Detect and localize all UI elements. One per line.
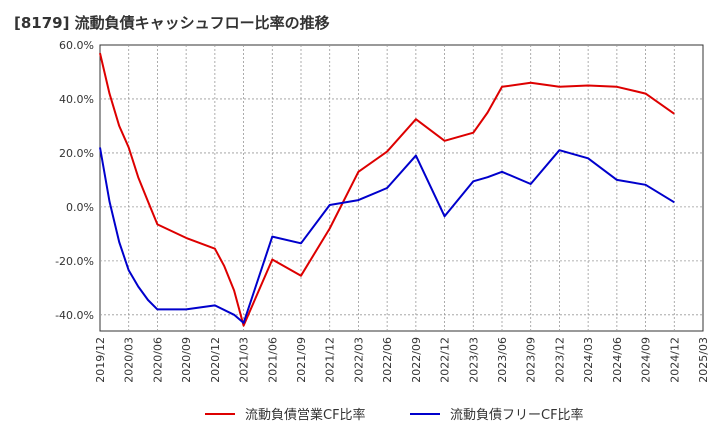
y-tick-label: 20.0%: [59, 147, 94, 160]
grid-lines: [100, 45, 703, 331]
legend: 流動負債営業CF比率 流動負債フリーCF比率: [205, 407, 584, 423]
x-tick-label: 2020/09: [180, 337, 193, 383]
x-axis: 2019/12 2020/03 2020/06 2020/09 2020/12 2021/…: [94, 337, 710, 383]
x-tick-label: 2019/12: [94, 337, 107, 383]
x-tick-label: 2022/03: [352, 337, 365, 383]
y-tick-label: 60.0%: [59, 39, 94, 52]
y-tick-label: 40.0%: [59, 93, 94, 106]
x-tick-label: 2021/12: [324, 337, 337, 383]
x-tick-label: 2025/03: [697, 337, 710, 383]
y-tick-label: -20.0%: [55, 255, 94, 268]
chart-title: [8179] 流動負債キャッシュフロー比率の推移: [14, 14, 330, 32]
legend-label-1: 流動負債営業CF比率: [245, 407, 366, 423]
y-tick-label: 0.0%: [66, 201, 94, 214]
x-tick-label: 2024/09: [640, 337, 653, 383]
x-tick-label: 2020/12: [209, 337, 222, 383]
x-tick-label: 2023/12: [553, 337, 566, 383]
x-tick-label: 2021/03: [238, 337, 251, 383]
plot-area: [99, 44, 704, 332]
x-tick-label: 2023/03: [467, 337, 480, 383]
series-line-1: [99, 52, 675, 327]
y-axis: 60.0% 40.0% 20.0% 0.0% -20.0% -40.0%: [55, 39, 94, 322]
y-tick-label: -40.0%: [55, 309, 94, 322]
x-tick-label: 2024/12: [668, 337, 681, 383]
x-tick-label: 2021/06: [266, 337, 279, 383]
x-tick-label: 2024/06: [611, 337, 624, 383]
series-lines: [99, 52, 675, 327]
x-tick-label: 2020/06: [151, 337, 164, 383]
x-tick-label: 2023/06: [496, 337, 509, 383]
x-tick-label: 2020/03: [123, 337, 136, 383]
x-tick-label: 2024/03: [582, 337, 595, 383]
legend-label-2: 流動負債フリーCF比率: [450, 407, 584, 423]
x-tick-label: 2022/09: [410, 337, 423, 383]
x-tick-label: 2023/09: [525, 337, 538, 383]
series-line-2: [99, 147, 675, 324]
x-tick-label: 2021/09: [295, 337, 308, 383]
x-tick-label: 2022/12: [439, 337, 452, 383]
x-tick-label: 2022/06: [381, 337, 394, 383]
